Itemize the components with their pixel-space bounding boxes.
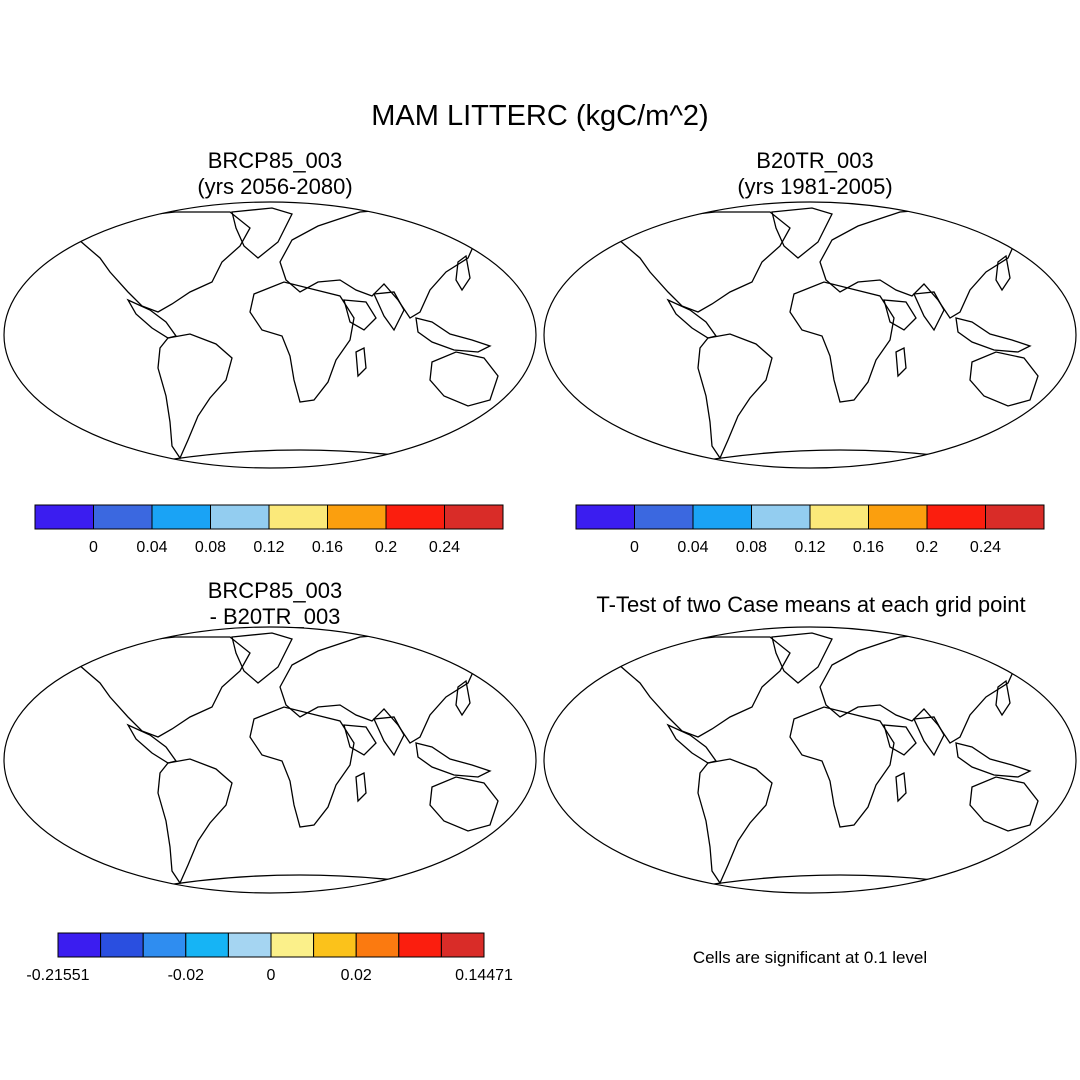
colorbar-label: 0.24 [970,539,1001,556]
colorbar-diff: -0.21551 -0.02 0 0.02 0.14471 [26,932,513,984]
colorbar-label: 0.12 [794,539,825,556]
colorbar-swatch [185,932,229,958]
colorbar-swatch [34,504,94,530]
colorbar-label: 0.16 [312,539,343,556]
map-background [4,202,536,468]
colorbar-label: -0.02 [168,967,205,984]
panel-1-title-line2: (yrs 2056-2080) [197,174,353,199]
colorbar-swatch [93,504,153,530]
colorbar-label: 0.12 [253,539,284,556]
panel-4-title-line1: T-Test of two Case means at each grid po… [596,592,1026,617]
colorbar-swatch [444,504,504,530]
colorbar-swatch [868,504,928,530]
colorbar-label: 0.16 [853,539,884,556]
colorbar-panel-1: 0 0.04 0.08 0.12 0.16 0.2 0.24 [34,504,504,556]
colorbar-swatch [210,504,270,530]
panel-4-title: T-Test of two Case means at each grid po… [548,592,1074,618]
map-background [544,202,1076,468]
colorbar-label: 0.08 [736,539,767,556]
colorbar-label: 0.04 [136,539,167,556]
map-background [544,627,1076,893]
panel-2-title-line1: B20TR_003 [756,148,874,173]
colorbar-swatch [100,932,144,958]
colorbar-swatch [692,504,752,530]
colorbar-label: 0.2 [375,539,397,556]
colorbar-label: 0 [89,539,98,556]
colorbar-label: 0.08 [195,539,226,556]
panel-3-title-line1: BRCP85_003 [207,578,343,603]
colorbar-swatch [634,504,694,530]
panel-3-title-line2: - B20TR_003 [209,604,341,629]
colorbar-swatch [151,504,211,530]
colorbar-swatch [398,932,442,958]
colorbar-label: 0.14471 [455,967,513,984]
colorbar-swatch [227,932,272,958]
figure-title: MAM LITTERC (kgC/m^2) [371,100,709,132]
colorbar-label: 0.02 [341,967,372,984]
colorbar-swatch [809,504,869,530]
colorbar-label: 0 [267,967,276,984]
colorbar-label: 0.04 [677,539,708,556]
significance-note: Cells are significant at 0.1 level [692,948,928,967]
colorbar-panel-2: 0 0.04 0.08 0.12 0.16 0.2 0.24 [575,504,1045,556]
panel-3-title: BRCP85_003 - B20TR_003 [120,578,430,630]
panel-2-title-line2: (yrs 1981-2005) [737,174,893,199]
colorbar-swatch [327,504,387,530]
colorbar-swatch [313,932,357,958]
map-frame [543,201,1077,469]
map-panel-1 [3,201,537,469]
colorbar-label: 0.2 [916,539,938,556]
panel-1-title: BRCP85_003 (yrs 2056-2080) [120,148,430,200]
colorbar-swatch [57,932,102,958]
map-panel-4 [543,626,1077,894]
map-frame [3,201,537,469]
colorbar-swatch [268,504,328,530]
colorbar-swatch [751,504,811,530]
map-background [4,627,536,893]
colorbar-swatch [270,932,315,958]
colorbar-swatch [355,932,400,958]
colorbar-label: 0.24 [429,539,460,556]
panel-1-title-line1: BRCP85_003 [207,148,343,173]
colorbar-swatch [385,504,445,530]
colorbar-label: -0.21551 [26,967,89,984]
map-panel-3 [3,626,537,894]
map-frame [3,626,537,894]
colorbar-label: 0 [630,539,639,556]
colorbar-swatch [440,932,485,958]
colorbar-swatch [575,504,635,530]
map-frame [543,626,1077,894]
panel-2-title: B20TR_003 (yrs 1981-2005) [660,148,970,200]
colorbar-swatch [926,504,986,530]
map-panel-2 [543,201,1077,469]
colorbar-swatch [985,504,1045,530]
colorbar-swatch [142,932,187,958]
